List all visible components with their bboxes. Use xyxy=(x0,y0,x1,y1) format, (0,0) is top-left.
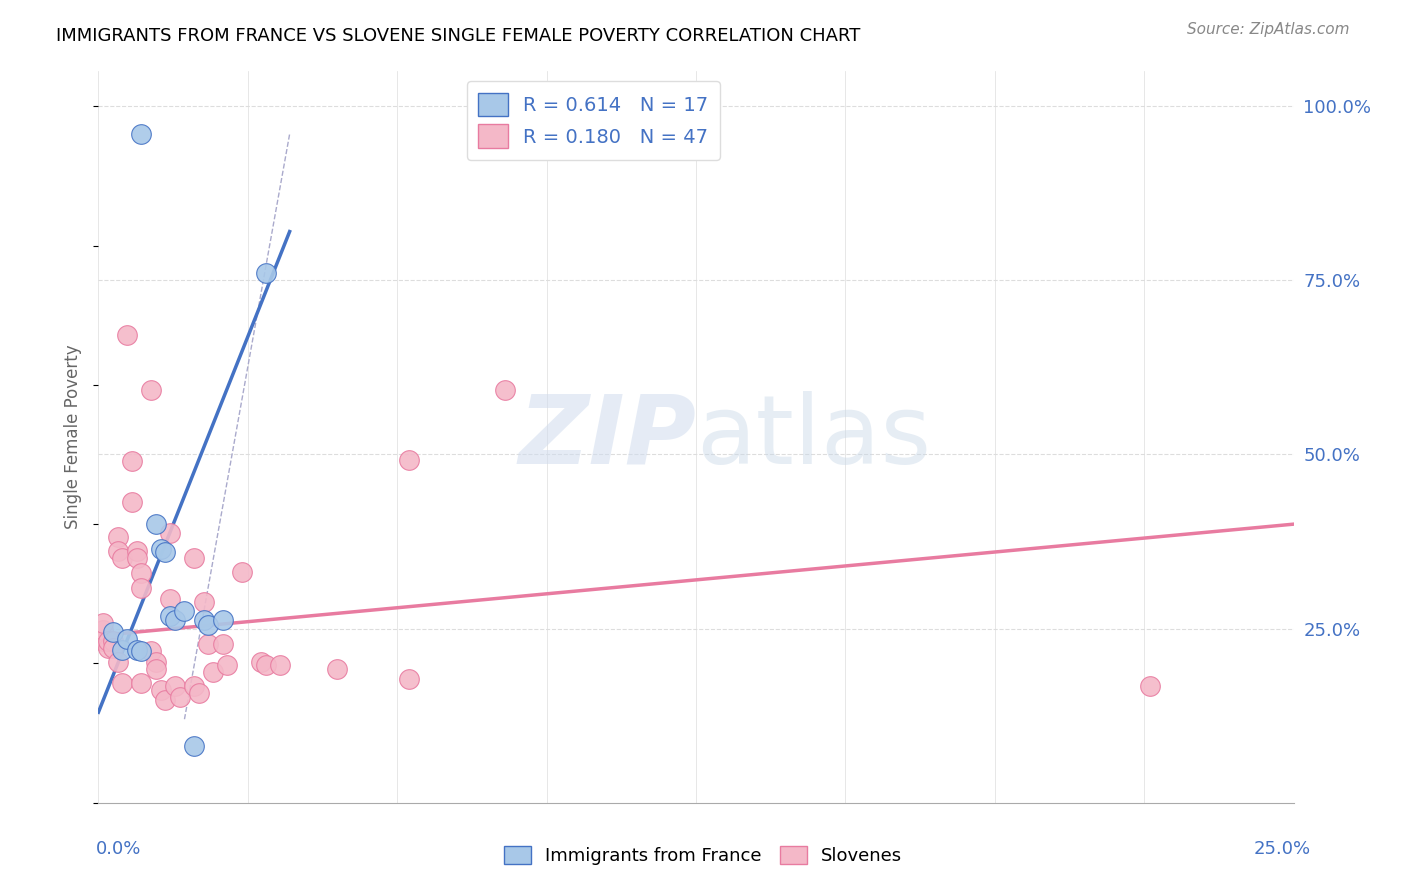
Point xyxy=(101,625,124,640)
Point xyxy=(193,613,215,627)
Point xyxy=(197,618,219,632)
Point xyxy=(121,495,143,509)
Legend: Immigrants from France, Slovenes: Immigrants from France, Slovenes xyxy=(496,838,910,872)
Point xyxy=(193,595,215,609)
Point xyxy=(111,642,134,657)
Point xyxy=(149,682,172,697)
Point xyxy=(250,655,273,669)
Point xyxy=(1139,679,1161,693)
Text: 25.0%: 25.0% xyxy=(1253,840,1310,858)
Point xyxy=(183,550,205,565)
Legend: R = 0.614   N = 17, R = 0.180   N = 47: R = 0.614 N = 17, R = 0.180 N = 47 xyxy=(467,81,720,160)
Y-axis label: Single Female Poverty: Single Female Poverty xyxy=(65,345,83,529)
Point xyxy=(155,692,177,706)
Point xyxy=(202,665,225,679)
Point xyxy=(115,327,138,342)
Point xyxy=(145,655,167,669)
Point xyxy=(398,672,420,686)
Point xyxy=(97,634,120,648)
Point xyxy=(139,644,162,658)
Point xyxy=(149,541,172,556)
Point xyxy=(131,127,153,141)
Point xyxy=(111,550,134,565)
Point xyxy=(254,266,277,280)
Point xyxy=(131,581,153,595)
Point xyxy=(101,634,124,648)
Point xyxy=(173,604,195,618)
Point xyxy=(211,637,233,651)
Point xyxy=(139,384,162,398)
Text: IMMIGRANTS FROM FRANCE VS SLOVENE SINGLE FEMALE POVERTY CORRELATION CHART: IMMIGRANTS FROM FRANCE VS SLOVENE SINGLE… xyxy=(56,27,860,45)
Point xyxy=(183,679,205,693)
Point xyxy=(155,545,177,559)
Point xyxy=(159,592,181,607)
Point xyxy=(183,739,205,753)
Point xyxy=(254,657,277,672)
Text: atlas: atlas xyxy=(696,391,931,483)
Point xyxy=(145,662,167,676)
Point xyxy=(121,454,143,468)
Point xyxy=(111,676,134,690)
Point xyxy=(91,634,114,648)
Point xyxy=(211,613,233,627)
Point xyxy=(398,453,420,467)
Point xyxy=(131,566,153,580)
Point xyxy=(131,644,153,658)
Point xyxy=(97,641,120,656)
Point xyxy=(163,679,186,693)
Point xyxy=(91,623,114,637)
Point xyxy=(107,543,129,558)
Point xyxy=(131,676,153,690)
Point xyxy=(187,686,209,700)
Point xyxy=(125,543,148,558)
Point xyxy=(217,657,239,672)
Point xyxy=(494,384,516,398)
Point xyxy=(91,616,114,631)
Point xyxy=(163,613,186,627)
Point xyxy=(125,642,148,657)
Point xyxy=(115,632,138,646)
Point xyxy=(159,609,181,624)
Point xyxy=(107,530,129,544)
Point xyxy=(326,662,349,676)
Point xyxy=(101,641,124,656)
Point xyxy=(145,517,167,532)
Point xyxy=(107,655,129,669)
Point xyxy=(231,565,253,579)
Text: 0.0%: 0.0% xyxy=(96,840,141,858)
Point xyxy=(269,657,291,672)
Text: Source: ZipAtlas.com: Source: ZipAtlas.com xyxy=(1187,22,1350,37)
Point xyxy=(125,550,148,565)
Point xyxy=(169,690,191,704)
Point xyxy=(197,637,219,651)
Text: ZIP: ZIP xyxy=(517,391,696,483)
Point xyxy=(159,525,181,540)
